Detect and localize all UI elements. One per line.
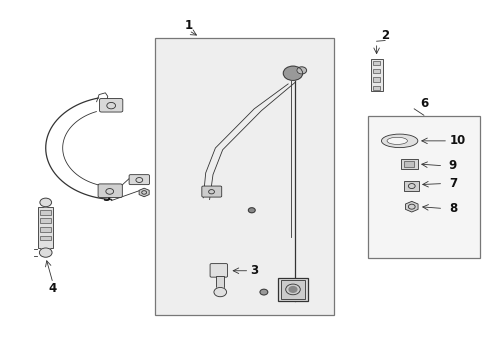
- Bar: [404, 161, 413, 167]
- Circle shape: [248, 208, 255, 213]
- Bar: [216, 276, 224, 288]
- Bar: [372, 86, 380, 90]
- Ellipse shape: [386, 137, 407, 144]
- Bar: [278, 278, 307, 301]
- FancyBboxPatch shape: [100, 99, 122, 112]
- Circle shape: [260, 289, 267, 295]
- Bar: [38, 207, 53, 248]
- FancyBboxPatch shape: [210, 264, 227, 277]
- Text: 1: 1: [184, 19, 192, 32]
- Bar: [280, 280, 305, 299]
- Circle shape: [40, 248, 52, 257]
- Text: 6: 6: [419, 97, 427, 110]
- Bar: [372, 69, 380, 73]
- FancyBboxPatch shape: [202, 186, 221, 197]
- Bar: [41, 235, 51, 240]
- Text: 7: 7: [448, 177, 456, 190]
- Circle shape: [296, 67, 306, 74]
- Bar: [41, 210, 51, 215]
- Bar: [41, 218, 51, 223]
- Bar: [372, 61, 380, 65]
- Text: 8: 8: [448, 202, 456, 215]
- Bar: [41, 226, 51, 231]
- Ellipse shape: [381, 134, 417, 148]
- Bar: [367, 116, 479, 258]
- Bar: [404, 181, 418, 191]
- Circle shape: [214, 288, 226, 297]
- Text: 9: 9: [448, 159, 456, 172]
- Bar: [400, 159, 417, 169]
- Circle shape: [288, 287, 296, 292]
- Bar: [372, 77, 380, 82]
- Text: 5: 5: [102, 191, 110, 204]
- Circle shape: [283, 66, 302, 80]
- Text: 2: 2: [380, 30, 388, 42]
- FancyBboxPatch shape: [98, 184, 122, 197]
- Text: 4: 4: [49, 282, 57, 295]
- Bar: [370, 59, 382, 91]
- Circle shape: [40, 198, 51, 207]
- Text: 3: 3: [250, 264, 258, 277]
- Bar: [155, 38, 333, 315]
- Text: 10: 10: [449, 134, 465, 147]
- FancyBboxPatch shape: [129, 175, 149, 185]
